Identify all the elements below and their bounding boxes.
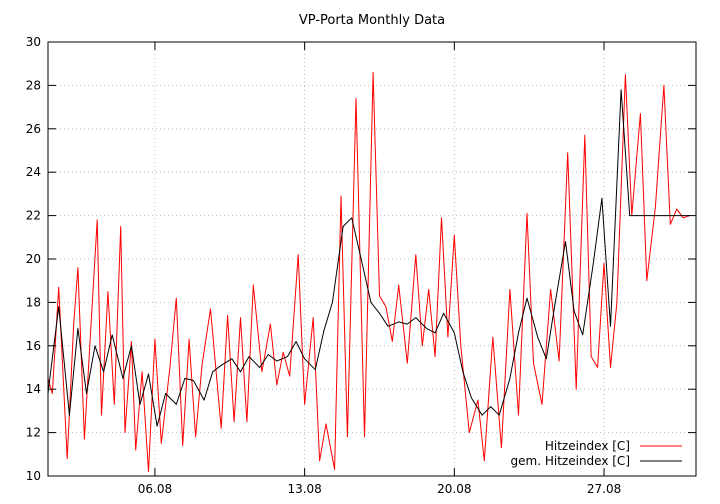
legend-label-gem-hitzeindex: gem. Hitzeindex [C] [511, 454, 630, 468]
legend: Hitzeindex [C] gem. Hitzeindex [C] [511, 439, 682, 468]
series-group [47, 71, 690, 473]
y-tick-label: 28 [26, 78, 41, 92]
y-tick-label: 24 [26, 165, 41, 179]
y-tick-label: 30 [26, 35, 41, 49]
y-tick-label: 14 [26, 382, 41, 396]
y-tick-label: 18 [26, 295, 41, 309]
y-tick-label: 26 [26, 122, 41, 136]
y-tick-label: 20 [26, 252, 41, 266]
x-tick-label: 27.08 [587, 482, 621, 496]
grid [48, 42, 696, 476]
y-tick-label: 22 [26, 209, 41, 223]
chart-title: VP-Porta Monthly Data [299, 13, 445, 28]
series-line-0 [47, 71, 690, 473]
x-tick-label: 06.08 [138, 482, 172, 496]
x-tick-label: 13.08 [287, 482, 321, 496]
x-tick-label: 20.08 [437, 482, 471, 496]
axis-ticks: 10 12 14 16 18 20 22 24 26 28 30 06.08 13.08 20.08 27.… [26, 35, 696, 496]
series-line-1 [47, 89, 690, 427]
y-tick-label: 10 [26, 469, 41, 483]
legend-label-hitzeindex: Hitzeindex [C] [545, 439, 630, 453]
y-tick-label: 16 [26, 339, 41, 353]
y-tick-label: 12 [26, 426, 41, 440]
